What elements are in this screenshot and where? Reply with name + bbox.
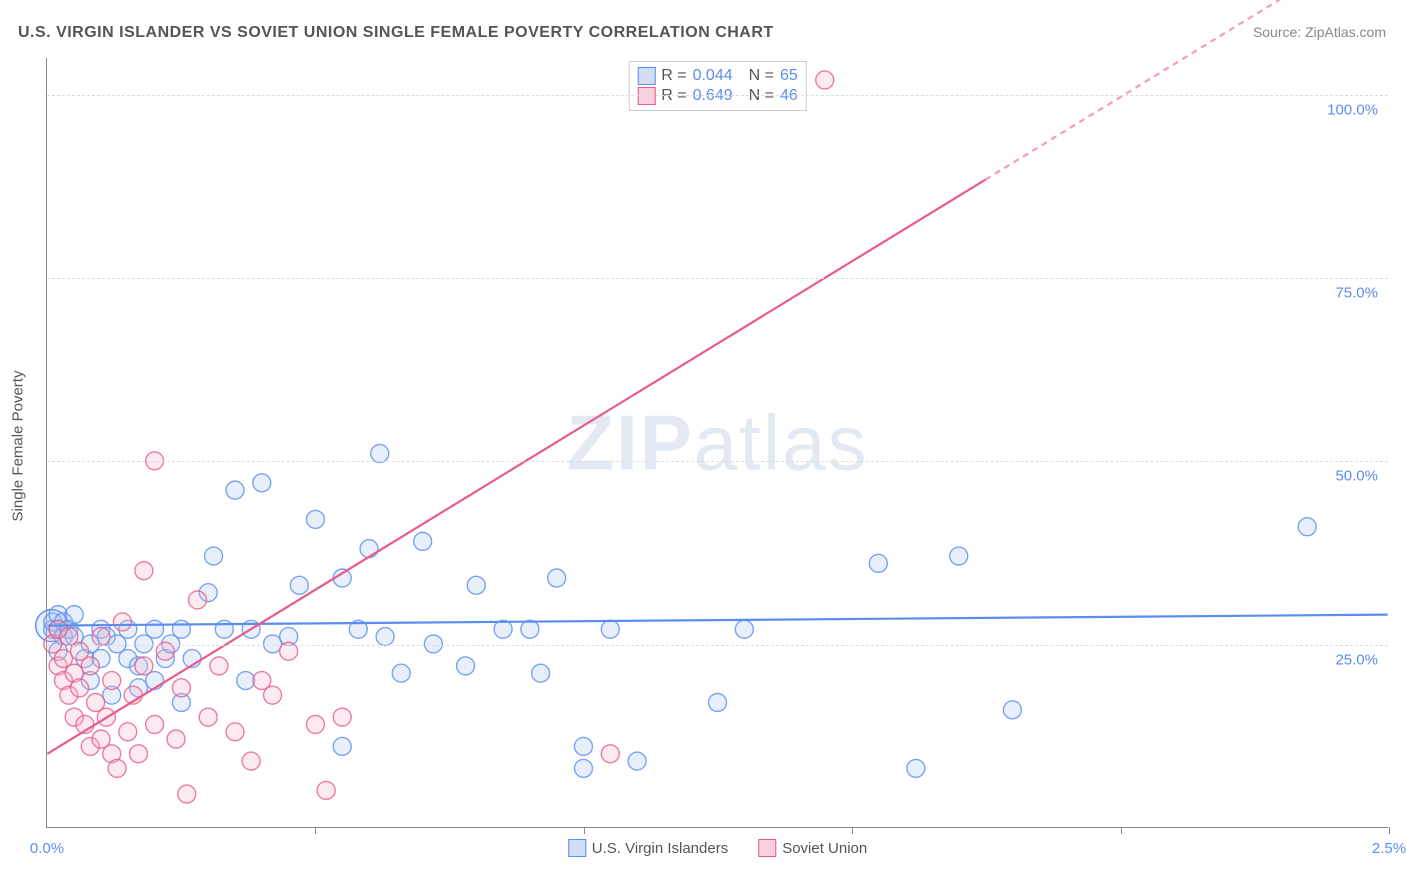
r-value-pink: 0.649	[693, 87, 733, 105]
chart-container: U.S. VIRGIN ISLANDER VS SOVIET UNION SIN…	[0, 0, 1406, 892]
x-tick	[315, 827, 316, 834]
x-tick	[852, 827, 853, 834]
x-tick	[584, 827, 585, 834]
swatch-pink-icon	[758, 839, 776, 857]
y-tick-label: 50.0%	[1335, 468, 1378, 485]
legend-label-blue: U.S. Virgin Islanders	[592, 840, 728, 857]
legend-label-pink: Soviet Union	[782, 840, 867, 857]
grid-line	[47, 95, 1388, 96]
legend-row-blue: R = 0.044 N = 65	[637, 66, 798, 86]
swatch-pink-icon	[637, 87, 655, 105]
n-equals-label: N =	[749, 87, 774, 105]
y-tick-label: 75.0%	[1335, 285, 1378, 302]
x-tick-label: 2.5%	[1372, 840, 1406, 857]
legend-item-blue: U.S. Virgin Islanders	[568, 839, 728, 857]
legend-item-pink: Soviet Union	[758, 839, 867, 857]
legend-correlation: R = 0.044 N = 65 R = 0.649 N = 46	[628, 61, 807, 111]
n-equals-label: N =	[749, 67, 774, 85]
chart-title: U.S. VIRGIN ISLANDER VS SOVIET UNION SIN…	[18, 24, 774, 42]
r-value-blue: 0.044	[693, 67, 733, 85]
source-label: Source: ZipAtlas.com	[1253, 24, 1386, 40]
x-tick	[1121, 827, 1122, 834]
n-value-pink: 46	[780, 87, 798, 105]
grid-line	[47, 461, 1388, 462]
n-value-blue: 65	[780, 67, 798, 85]
y-tick-label: 25.0%	[1335, 651, 1378, 668]
plot-svg	[47, 58, 1388, 827]
swatch-blue-icon	[637, 67, 655, 85]
x-tick	[1389, 827, 1390, 834]
y-axis-label: Single Female Poverty	[10, 371, 27, 522]
swatch-blue-icon	[568, 839, 586, 857]
grid-line	[47, 645, 1388, 646]
legend-row-pink: R = 0.649 N = 46	[637, 86, 798, 106]
legend-series: U.S. Virgin Islanders Soviet Union	[568, 839, 868, 857]
x-tick-label: 0.0%	[30, 840, 64, 857]
r-equals-label: R =	[661, 67, 686, 85]
plot-area: ZIPatlas R = 0.044 N = 65 R = 0.649 N = …	[46, 58, 1388, 828]
r-equals-label: R =	[661, 87, 686, 105]
grid-line	[47, 278, 1388, 279]
y-tick-label: 100.0%	[1327, 101, 1378, 118]
